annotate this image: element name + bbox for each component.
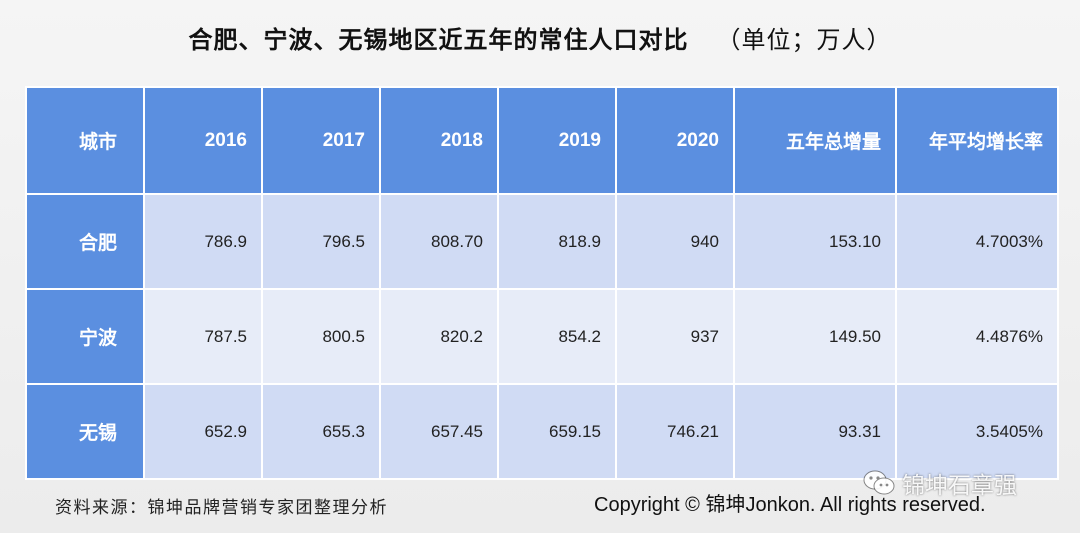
table-cell: 655.3	[261, 383, 381, 480]
table-cell: 818.9	[497, 193, 617, 290]
table-cell: 3.5405%	[895, 383, 1059, 480]
header-2017: 2017	[261, 86, 381, 195]
table-cell: 808.70	[379, 193, 499, 290]
table-cell: 4.4876%	[895, 288, 1059, 385]
copyright-text: Copyright © 锦坤Jonkon. All rights reserve…	[594, 494, 986, 516]
city-cell: 无锡	[25, 383, 145, 480]
table-cell: 657.45	[379, 383, 499, 480]
header-total-increase: 五年总增量	[733, 86, 897, 195]
table-cell: 854.2	[497, 288, 617, 385]
table-cell: 937	[615, 288, 735, 385]
table-cell: 820.2	[379, 288, 499, 385]
table-row: 无锡 652.9 655.3 657.45 659.15 746.21 93.3…	[25, 383, 1059, 480]
page-title: 合肥、宁波、无锡地区近五年的常住人口对比 （单位；万人）	[0, 20, 1080, 55]
wechat-icon	[863, 470, 895, 495]
table-row: 合肥 786.9 796.5 808.70 818.9 940 153.10 4…	[25, 193, 1059, 290]
header-2016: 2016	[143, 86, 263, 195]
header-2018: 2018	[379, 86, 499, 195]
city-cell: 合肥	[25, 193, 145, 290]
header-2020: 2020	[615, 86, 735, 195]
table-cell: 940	[615, 193, 735, 290]
table-cell: 153.10	[733, 193, 897, 290]
source-note: 资料来源：锦坤品牌营销专家团整理分析	[55, 498, 388, 518]
table-cell: 4.7003%	[895, 193, 1059, 290]
table-cell: 659.15	[497, 383, 617, 480]
header-city: 城市	[25, 86, 145, 195]
city-cell: 宁波	[25, 288, 145, 385]
table-cell: 746.21	[615, 383, 735, 480]
header-avg-growth: 年平均增长率	[895, 86, 1059, 195]
table-cell: 796.5	[261, 193, 381, 290]
table-cell: 800.5	[261, 288, 381, 385]
header-2019: 2019	[497, 86, 617, 195]
table-cell: 93.31	[733, 383, 897, 480]
watermark-text: 锦坤石章强	[902, 473, 1017, 499]
table-row: 宁波 787.5 800.5 820.2 854.2 937 149.50 4.…	[25, 288, 1059, 385]
table-cell: 786.9	[143, 193, 263, 290]
title-text: 合肥、宁波、无锡地区近五年的常住人口对比	[188, 25, 689, 54]
watermark: 锦坤石章强	[862, 466, 1017, 500]
header-row: 城市 2016 2017 2018 2019 2020 五年总增量 年平均增长率	[25, 86, 1059, 195]
population-table: 城市 2016 2017 2018 2019 2020 五年总增量 年平均增长率…	[25, 86, 1059, 480]
table-cell: 149.50	[733, 288, 897, 385]
unit-label: （单位；万人）	[716, 26, 892, 54]
table-cell: 652.9	[143, 383, 263, 480]
table-cell: 787.5	[143, 288, 263, 385]
